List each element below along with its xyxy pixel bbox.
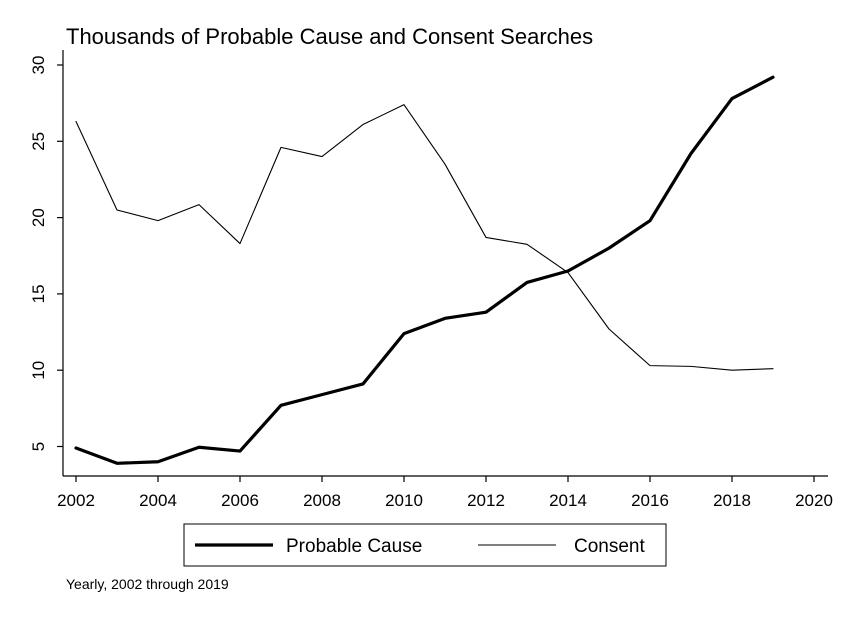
legend: Probable Cause Consent xyxy=(183,523,667,567)
legend-label-consent: Consent xyxy=(574,536,645,557)
chart-title: Thousands of Probable Cause and Consent … xyxy=(66,24,593,49)
x-tick-label-2006: 2006 xyxy=(221,491,259,510)
x-tick-label-2014: 2014 xyxy=(549,491,587,510)
y-tick-label-5: 5 xyxy=(29,442,48,451)
x-tick-label-2020: 2020 xyxy=(795,491,833,510)
series-line-consent xyxy=(75,104,774,371)
y-tick-label-15: 15 xyxy=(29,284,48,303)
x-tick-label-2002: 2002 xyxy=(57,491,95,510)
x-tick-label-2004: 2004 xyxy=(139,491,177,510)
y-tick-label-20: 20 xyxy=(29,208,48,227)
x-tick-label-2012: 2012 xyxy=(467,491,505,510)
y-axis: 5 10 15 20 25 30 xyxy=(29,50,64,476)
series-layer xyxy=(74,75,775,465)
x-tick-label-2018: 2018 xyxy=(713,491,751,510)
chart-note: Yearly, 2002 through 2019 xyxy=(66,576,229,592)
series-line-probable-cause xyxy=(74,75,775,465)
x-tick-label-2016: 2016 xyxy=(631,491,669,510)
y-tick-label-30: 30 xyxy=(29,56,48,75)
y-tick-label-25: 25 xyxy=(29,132,48,151)
x-axis: 2002 2004 2006 2008 2010 2012 2014 2016 2018 2020 xyxy=(57,475,833,510)
y-tick-label-10: 10 xyxy=(29,361,48,380)
x-tick-label-2010: 2010 xyxy=(385,491,423,510)
x-tick-label-2008: 2008 xyxy=(303,491,341,510)
legend-label-probable-cause: Probable Cause xyxy=(286,536,422,557)
